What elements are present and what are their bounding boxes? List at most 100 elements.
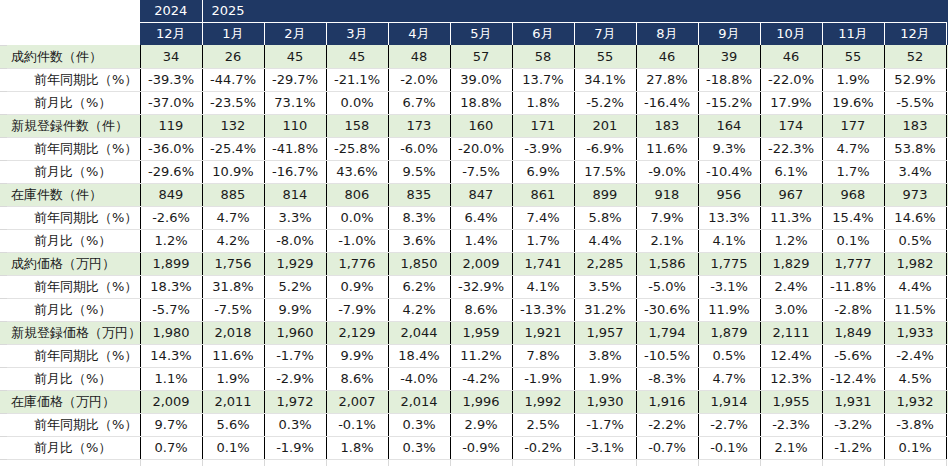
row-label-cell[interactable]: 新規登録価格（万円）: [7, 321, 140, 344]
row-label-cell[interactable]: 前月比（%）: [7, 367, 140, 390]
value-cell[interactable]: 48: [388, 45, 450, 68]
value-cell[interactable]: 7.9%: [636, 206, 698, 229]
value-cell[interactable]: -13.3%: [512, 298, 574, 321]
value-cell[interactable]: -23.5%: [202, 91, 264, 114]
value-cell[interactable]: -1.0%: [326, 229, 388, 252]
value-cell[interactable]: 0.9%: [326, 275, 388, 298]
value-cell[interactable]: 2,007: [326, 390, 388, 413]
value-cell[interactable]: -37.0%: [140, 91, 202, 114]
value-cell[interactable]: -0.7%: [636, 436, 698, 459]
value-cell[interactable]: 1,914: [698, 390, 760, 413]
value-cell[interactable]: -0.2%: [512, 436, 574, 459]
value-cell[interactable]: 13.7%: [512, 68, 574, 91]
value-cell[interactable]: 1,850: [388, 252, 450, 275]
month-header-cell[interactable]: 1月: [202, 22, 264, 45]
value-cell[interactable]: 1,929: [264, 252, 326, 275]
value-cell[interactable]: 1,996: [450, 390, 512, 413]
value-cell[interactable]: -2.2%: [636, 413, 698, 436]
value-cell[interactable]: -18.8%: [698, 68, 760, 91]
value-cell[interactable]: 1,932: [884, 390, 946, 413]
value-cell[interactable]: 1.9%: [202, 367, 264, 390]
month-header-cell[interactable]: 5月: [450, 22, 512, 45]
value-cell[interactable]: -0.1%: [698, 436, 760, 459]
value-cell[interactable]: -5.0%: [636, 275, 698, 298]
value-cell[interactable]: 0.3%: [388, 413, 450, 436]
value-cell[interactable]: 1.8%: [326, 436, 388, 459]
value-cell[interactable]: 8.3%: [388, 206, 450, 229]
value-cell[interactable]: -2.7%: [698, 413, 760, 436]
value-cell[interactable]: 1.2%: [760, 229, 822, 252]
value-cell[interactable]: 2,011: [202, 390, 264, 413]
value-cell[interactable]: 183: [884, 114, 946, 137]
value-cell[interactable]: 3.6%: [388, 229, 450, 252]
value-cell[interactable]: 4.5%: [884, 367, 946, 390]
value-cell[interactable]: 4.7%: [202, 206, 264, 229]
value-cell[interactable]: 12.3%: [760, 367, 822, 390]
row-label-cell[interactable]: 前年同期比（%）: [7, 137, 140, 160]
row-label-cell[interactable]: 前年同期比（%）: [7, 413, 140, 436]
value-cell[interactable]: -2.3%: [760, 413, 822, 436]
value-cell[interactable]: -25.8%: [326, 137, 388, 160]
value-cell[interactable]: 1,921: [512, 321, 574, 344]
value-cell[interactable]: 9.5%: [388, 160, 450, 183]
value-cell[interactable]: 899: [574, 183, 636, 206]
value-cell[interactable]: 18.4%: [388, 344, 450, 367]
value-cell[interactable]: 11.6%: [202, 344, 264, 367]
value-cell[interactable]: 19.6%: [822, 91, 884, 114]
value-cell[interactable]: 1,955: [760, 390, 822, 413]
value-cell[interactable]: -2.0%: [388, 68, 450, 91]
value-cell[interactable]: -5.2%: [574, 91, 636, 114]
value-cell[interactable]: 6.1%: [760, 160, 822, 183]
value-cell[interactable]: 1,992: [512, 390, 574, 413]
value-cell[interactable]: 2.1%: [760, 436, 822, 459]
value-cell[interactable]: 2.5%: [512, 413, 574, 436]
value-cell[interactable]: -1.9%: [264, 436, 326, 459]
value-cell[interactable]: 34.1%: [574, 68, 636, 91]
value-cell[interactable]: 174: [760, 114, 822, 137]
value-cell[interactable]: 39: [698, 45, 760, 68]
value-cell[interactable]: -0.9%: [450, 436, 512, 459]
value-cell[interactable]: 2,009: [140, 390, 202, 413]
value-cell[interactable]: 55: [574, 45, 636, 68]
year-header-cell[interactable]: 2025: [202, 0, 946, 22]
value-cell[interactable]: -41.8%: [264, 137, 326, 160]
value-cell[interactable]: -1.7%: [574, 413, 636, 436]
value-cell[interactable]: 1.2%: [140, 229, 202, 252]
value-cell[interactable]: 11.9%: [698, 298, 760, 321]
value-cell[interactable]: 17.9%: [760, 91, 822, 114]
value-cell[interactable]: 1,741: [512, 252, 574, 275]
value-cell[interactable]: -3.1%: [574, 436, 636, 459]
value-cell[interactable]: 4.4%: [574, 229, 636, 252]
value-cell[interactable]: 0.7%: [140, 436, 202, 459]
value-cell[interactable]: 956: [698, 183, 760, 206]
value-cell[interactable]: -2.4%: [884, 344, 946, 367]
value-cell[interactable]: 201: [574, 114, 636, 137]
value-cell[interactable]: -32.9%: [450, 275, 512, 298]
row-label-cell[interactable]: 前月比（%）: [7, 229, 140, 252]
value-cell[interactable]: 27.8%: [636, 68, 698, 91]
value-cell[interactable]: 57: [450, 45, 512, 68]
value-cell[interactable]: 1,916: [636, 390, 698, 413]
value-cell[interactable]: 4.1%: [512, 275, 574, 298]
value-cell[interactable]: 0.3%: [264, 413, 326, 436]
value-cell[interactable]: 1,957: [574, 321, 636, 344]
value-cell[interactable]: 2.4%: [760, 275, 822, 298]
value-cell[interactable]: -39.3%: [140, 68, 202, 91]
value-cell[interactable]: -6.0%: [388, 137, 450, 160]
value-cell[interactable]: 31.2%: [574, 298, 636, 321]
value-cell[interactable]: 968: [822, 183, 884, 206]
row-label-cell[interactable]: 在庫価格（万円）: [7, 390, 140, 413]
month-header-cell[interactable]: 8月: [636, 22, 698, 45]
value-cell[interactable]: -3.8%: [884, 413, 946, 436]
value-cell[interactable]: 1,959: [450, 321, 512, 344]
value-cell[interactable]: 1.7%: [512, 229, 574, 252]
value-cell[interactable]: 46: [636, 45, 698, 68]
value-cell[interactable]: 2,285: [574, 252, 636, 275]
value-cell[interactable]: 1.9%: [822, 68, 884, 91]
value-cell[interactable]: -20.0%: [450, 137, 512, 160]
value-cell[interactable]: -10.4%: [698, 160, 760, 183]
value-cell[interactable]: -7.5%: [450, 160, 512, 183]
value-cell[interactable]: 6.2%: [388, 275, 450, 298]
row-label-cell[interactable]: 成約価格（万円）: [7, 252, 140, 275]
value-cell[interactable]: 885: [202, 183, 264, 206]
